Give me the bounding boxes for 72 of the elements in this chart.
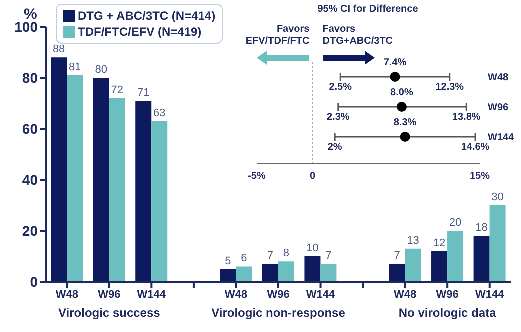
x-tick-label: -5% [248, 171, 266, 182]
bar [448, 231, 464, 282]
y-tick-label: 20 [22, 222, 38, 239]
annotation: 2% [326, 142, 344, 153]
data-label: 12 [433, 237, 446, 250]
data-label: 13 [407, 234, 420, 247]
annotation: 12.3% [434, 82, 466, 93]
data-label: 18 [476, 222, 488, 234]
y-tick-label: 0 [30, 274, 38, 290]
annotation: Favors EFV/TDF/FTC [246, 24, 310, 48]
data-label: 7 [326, 250, 332, 262]
x-tick-label: W144 [306, 288, 336, 301]
data-label: 20 [449, 217, 462, 229]
bar [262, 264, 278, 282]
data-label: 7 [394, 250, 400, 262]
legend-label: DTG + ABC/3TC (N=414) [78, 8, 216, 24]
data-label: 63 [153, 107, 166, 120]
bar [278, 262, 294, 282]
x-tick-label: W96 [267, 288, 290, 301]
y-tick-label: 40 [22, 172, 38, 188]
x-tick-label: 0 [310, 171, 316, 182]
data-label: 30 [492, 192, 504, 204]
bar [405, 248, 422, 282]
data-label: 81 [68, 61, 82, 74]
y-tick-label: 80 [22, 70, 38, 86]
bar [152, 121, 168, 282]
bar [474, 236, 490, 282]
y-tick-label: 60 [22, 120, 38, 137]
y-tick-label: W144 [488, 132, 515, 144]
x-tick-label: W48 [394, 288, 417, 301]
data-label: 8.3% [394, 117, 417, 128]
annotation: 14.6% [460, 142, 491, 153]
annotation: Favors DTG+ABC/3TC [322, 24, 394, 48]
data-label: 7.4% [384, 57, 407, 68]
bar [320, 264, 337, 282]
y-tick-label: W48 [488, 72, 509, 84]
data-label: 7 [267, 250, 274, 262]
chart-title: 95% CI for Difference [316, 4, 420, 15]
bar [389, 264, 406, 282]
annotation: 2.5% [328, 82, 354, 93]
bar [93, 78, 110, 282]
data-label: 72 [111, 84, 124, 96]
x-tick-label: W48 [56, 288, 78, 301]
bar [136, 100, 152, 282]
x-tick-label: W96 [98, 288, 121, 301]
data-label: 10 [306, 242, 319, 254]
text: Virologic non-response [210, 306, 346, 320]
annotation: 2.3% [326, 112, 351, 123]
x-tick-label: W48 [224, 288, 248, 301]
data-label: 88 [52, 44, 66, 56]
data-label: 8 [283, 248, 290, 260]
x-tick-label: 15% [470, 171, 490, 182]
text: No virologic data [398, 306, 498, 320]
x-tick-label: W96 [436, 288, 459, 301]
data-label: 5 [225, 255, 232, 268]
bar [304, 256, 321, 282]
legend-label: TDF/FTC/EFV (N=419) [78, 24, 202, 40]
bar [109, 98, 126, 282]
y-tick-label: W96 [488, 102, 509, 114]
data-label: 6 [241, 252, 248, 265]
annotation: 13.8% [451, 112, 482, 123]
bar [51, 58, 68, 282]
data-label: 71 [137, 86, 150, 99]
text: Virologic success [57, 306, 162, 320]
data-label: 8.0% [390, 87, 414, 98]
bar [67, 75, 84, 282]
x-tick-label: W144 [137, 288, 167, 301]
data-label: 80 [95, 64, 108, 76]
bar [236, 266, 252, 282]
bar [432, 251, 448, 282]
bar [220, 269, 236, 282]
bar [490, 206, 506, 282]
